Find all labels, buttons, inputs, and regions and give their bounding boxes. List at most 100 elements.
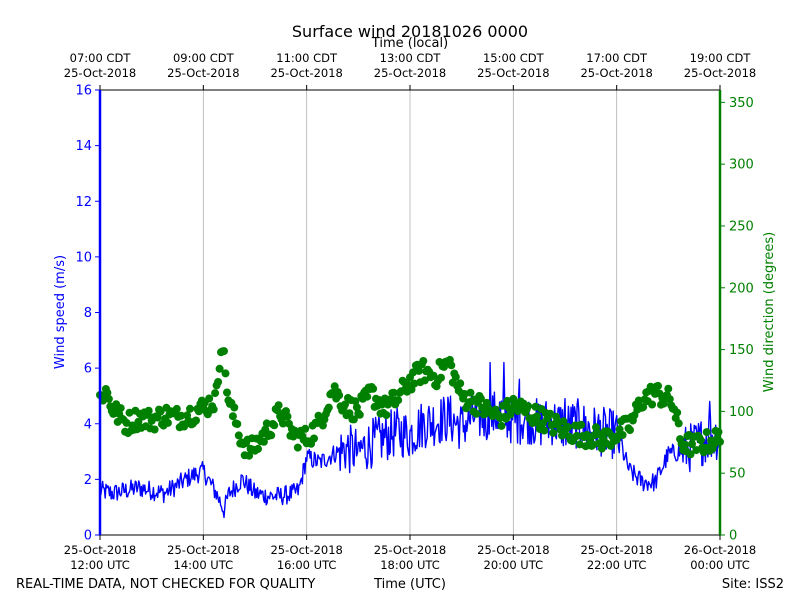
left-axis-ticks: 0 2 4 6 8 10 12 14 16	[75, 84, 100, 544]
top-tick-time: 07:00 CDT	[70, 51, 132, 65]
wind-direction-point	[234, 431, 243, 440]
left-tick-label: 14	[75, 139, 92, 154]
wind-direction-point	[220, 347, 228, 356]
right-tick-label: 300	[729, 158, 754, 173]
wind-direction-point	[156, 407, 165, 416]
left-tick-label: 8	[84, 306, 92, 321]
top-tick-date: 25-Oct-2018	[374, 66, 446, 80]
right-tick-label: 250	[729, 219, 754, 234]
wind-direction-point	[680, 440, 689, 449]
wind-direction-point	[262, 419, 271, 428]
wind-direction-point	[618, 431, 627, 439]
bottom-tick-date: 25-Oct-2018	[167, 543, 239, 557]
wind-direction-point	[116, 404, 125, 413]
bottom-tick-date: 25-Oct-2018	[580, 543, 652, 557]
wind-direction-point	[533, 412, 541, 421]
wind-direction-point	[215, 364, 224, 373]
wind-direction-point	[153, 413, 162, 422]
wind-direction-point	[589, 440, 597, 449]
wind-direction-point	[270, 421, 279, 430]
left-tick-label: 10	[75, 250, 92, 265]
bottom-tick-time: 20:00 UTC	[484, 558, 544, 572]
wind-direction-point	[324, 403, 333, 412]
grid	[202, 90, 618, 535]
wind-direction-point	[221, 369, 230, 378]
wind-direction-point	[466, 388, 475, 397]
wind-direction-point	[259, 437, 268, 446]
wind-direction-point	[572, 431, 581, 440]
wind-direction-point	[634, 396, 643, 405]
wind-direction-point	[293, 443, 302, 452]
wind-direction-point	[386, 395, 395, 404]
wind-direction-point	[245, 451, 254, 460]
wind-direction-point	[177, 411, 186, 420]
right-tick-label: 350	[729, 96, 754, 111]
bottom-axis-label: Time (UTC)	[373, 577, 446, 592]
right-axis-ticks: 0 50 100 150 200 250 300 350	[720, 96, 754, 544]
wind-direction-point	[540, 426, 549, 435]
wind-direction-point	[351, 397, 360, 406]
wind-direction-point	[673, 408, 682, 417]
top-tick-date: 25-Oct-2018	[167, 66, 239, 80]
wind-direction-point	[192, 416, 200, 425]
wind-direction-point	[626, 426, 634, 435]
bottom-tick-time: 22:00 UTC	[587, 558, 647, 572]
wind-direction-point	[163, 418, 172, 427]
wind-direction-point	[714, 427, 723, 436]
footer-site: Site: ISS2	[722, 577, 784, 592]
wind-speed-series	[99, 361, 721, 519]
left-tick-label: 4	[84, 417, 92, 432]
right-tick-label: 0	[729, 529, 737, 544]
wind-direction-point	[144, 406, 153, 415]
top-axis-label: Time (local)	[371, 36, 448, 51]
wind-direction-point	[664, 384, 673, 393]
left-tick-label: 2	[84, 473, 92, 488]
wind-direction-point	[549, 428, 558, 437]
wind-direction-point	[349, 415, 358, 424]
wind-direction-point	[456, 379, 465, 388]
wind-direction-point	[103, 388, 112, 397]
wind-direction-point	[355, 410, 364, 419]
right-tick-label: 100	[729, 405, 754, 420]
bottom-tick-date: 25-Oct-2018	[477, 543, 549, 557]
wind-direction-point	[524, 402, 533, 411]
wind-direction-point	[639, 403, 648, 412]
left-tick-label: 12	[75, 195, 92, 210]
wind-direction-point	[437, 373, 445, 382]
wind-direction-point	[335, 391, 344, 400]
wind-direction-point	[228, 412, 237, 421]
top-tick-time: 15:00 CDT	[483, 51, 545, 65]
wind-direction-point	[674, 419, 683, 428]
top-tick-time: 11:00 CDT	[276, 51, 338, 65]
right-axis-label: Wind direction (degrees)	[762, 232, 777, 392]
wind-direction-point	[318, 421, 327, 430]
wind-direction-point	[389, 388, 398, 397]
wind-direction-point	[230, 403, 239, 412]
wind-direction-point	[472, 409, 481, 418]
wind-direction-point	[150, 425, 159, 434]
chart-title: Surface wind 20181026 0000	[292, 22, 528, 41]
wind-direction-point	[267, 431, 276, 440]
top-tick-date: 25-Oct-2018	[477, 66, 549, 80]
wind-direction-point	[279, 419, 287, 428]
top-tick-time: 13:00 CDT	[380, 51, 442, 65]
footer-quality-note: REAL-TIME DATA, NOT CHECKED FOR QUALITY	[16, 577, 315, 592]
wind-direction-point	[283, 412, 292, 421]
wind-direction-point	[414, 366, 423, 375]
wind-direction-point	[394, 396, 403, 405]
bottom-tick-date: 26-Oct-2018	[684, 543, 756, 557]
bottom-tick-time: 16:00 UTC	[277, 558, 337, 572]
wind-direction-point	[223, 388, 231, 397]
wind-direction-point	[214, 378, 223, 386]
wind-direction-point	[341, 400, 349, 409]
wind-direction-point	[654, 381, 662, 390]
top-tick-time: 09:00 CDT	[173, 51, 235, 65]
top-tick-date: 25-Oct-2018	[580, 66, 652, 80]
wind-direction-point	[546, 409, 555, 418]
top-tick-date: 25-Oct-2018	[270, 66, 342, 80]
wind-direction-point	[363, 392, 372, 401]
wind-direction-point	[378, 400, 386, 409]
